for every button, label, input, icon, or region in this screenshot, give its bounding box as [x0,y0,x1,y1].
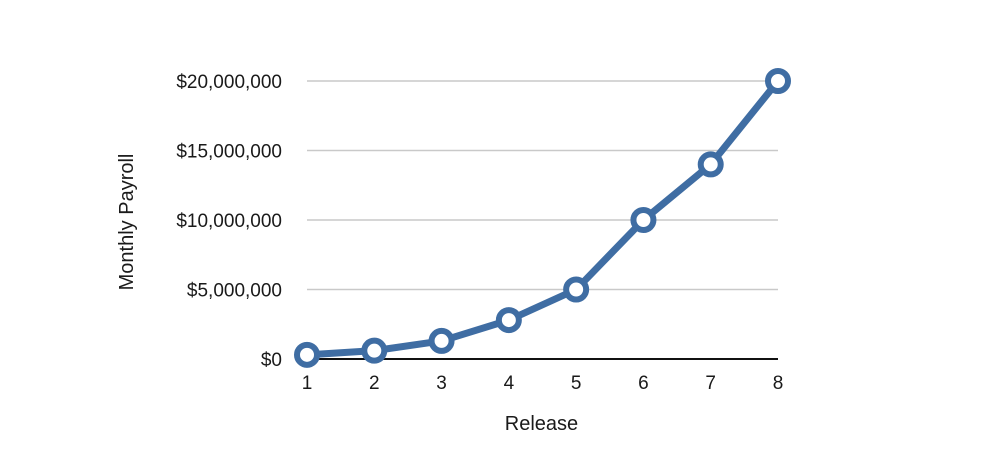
data-point [697,151,724,178]
x-tick-label: 2 [369,373,380,394]
series-line [303,77,782,359]
x-tick-label: 8 [773,373,784,394]
gridlines [307,80,778,291]
y-tick-label: $0 [261,350,282,371]
x-tick-label: 1 [302,373,313,394]
data-point [428,327,455,354]
y-tick-label: $20,000,000 [176,72,282,93]
x-tick-label: 6 [638,373,649,394]
x-axis-tick-labels: 1 2 3 4 5 6 7 8 [302,373,784,394]
x-axis-title: Release [505,413,578,435]
data-point [765,68,791,94]
data-point [630,207,657,233]
y-axis-title: Monthly Payroll [116,154,138,291]
y-tick-label: $10,000,000 [176,211,282,232]
x-tick-label: 5 [571,373,582,394]
data-point [563,276,590,303]
y-axis-tick-labels: $0 $5,000,000 $10,000,000 $15,000,000 $20,00… [176,72,282,371]
x-tick-label: 3 [436,373,447,394]
y-tick-label: $5,000,000 [187,281,282,302]
x-tick-label: 4 [504,373,515,394]
x-tick-label: 7 [705,373,716,394]
data-point [294,341,320,368]
data-point [495,307,522,334]
y-tick-label: $15,000,000 [176,142,282,163]
series-layer [294,68,791,368]
data-point [361,337,388,364]
